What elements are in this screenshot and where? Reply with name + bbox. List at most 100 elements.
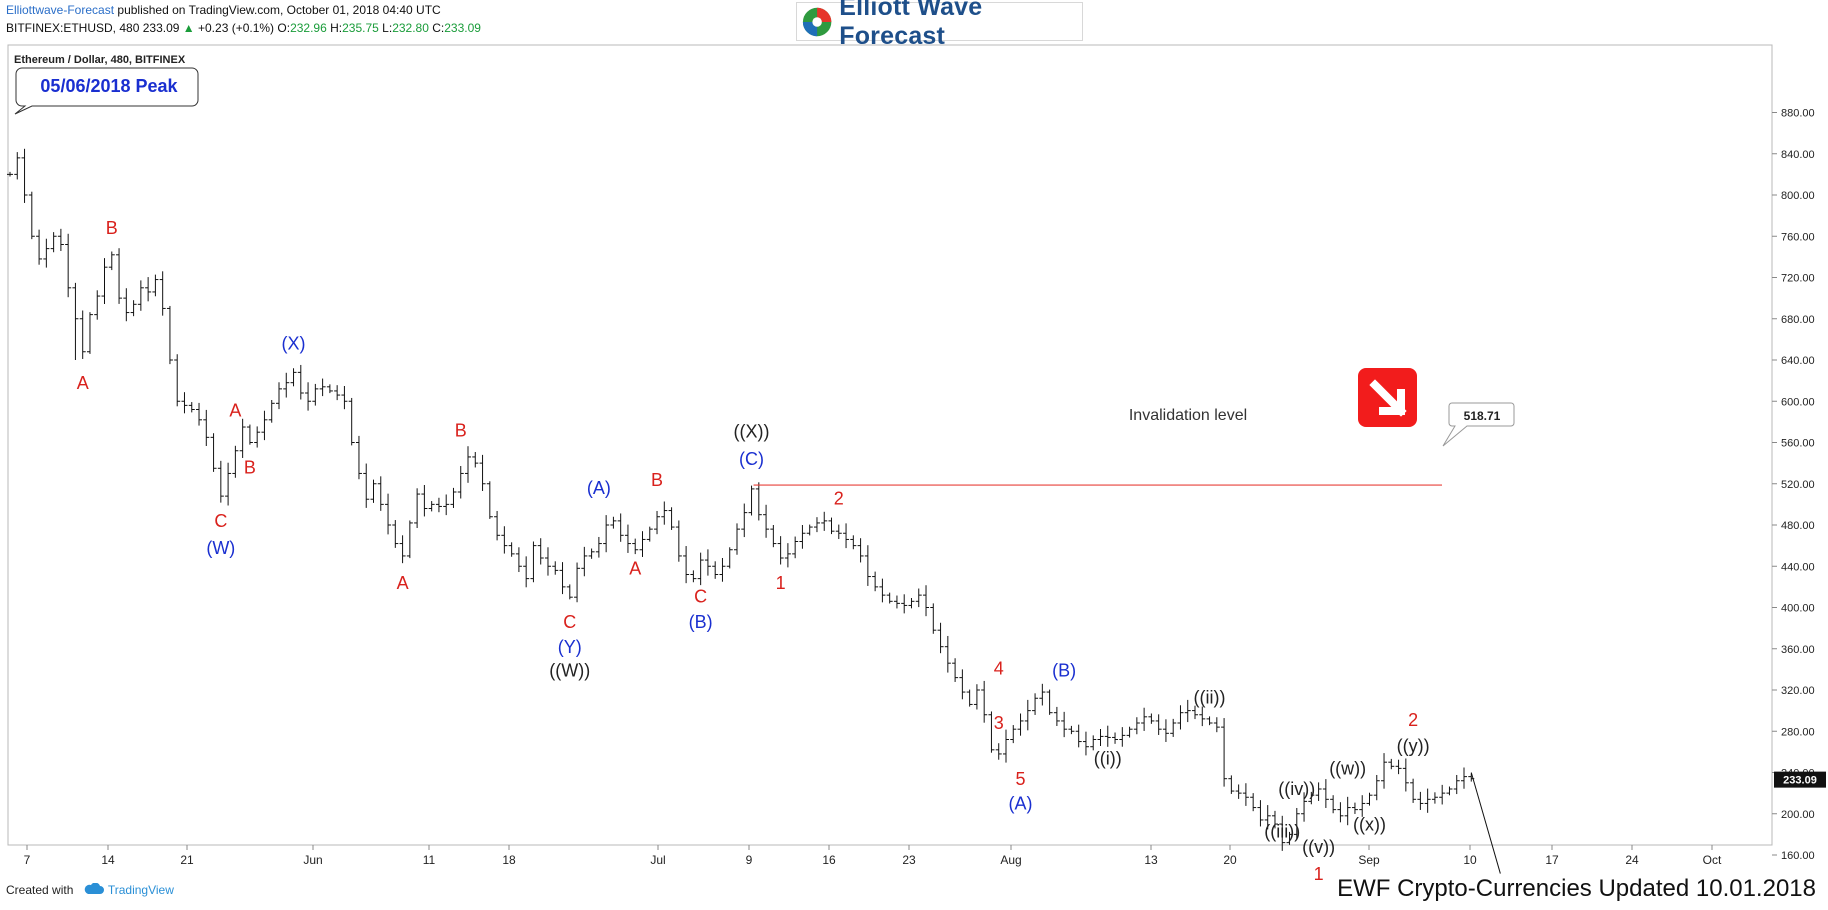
y-tick-label: 560.00 (1781, 438, 1815, 450)
y-tick-label: 280.00 (1781, 726, 1815, 738)
y-tick-label: 720.00 (1781, 273, 1815, 285)
ohlc-bar (435, 497, 442, 513)
ohlc-bar (1424, 788, 1431, 813)
chart-title: Ethereum / Dollar, 480, BITFINEX (14, 54, 186, 66)
low-value: 232.80 (392, 21, 429, 35)
ohlc-bar (50, 232, 57, 253)
ohlc-bar (414, 488, 421, 528)
ohlc-bars (7, 148, 1501, 874)
wave-label: B (651, 470, 663, 490)
y-tick-label: 880.00 (1781, 108, 1815, 120)
ohlc-bar (36, 229, 43, 265)
x-tick-label: Sep (1358, 853, 1380, 867)
ohlc-bar (1090, 735, 1097, 751)
ohlc-bar (1410, 778, 1417, 803)
plot-frame (7, 44, 1773, 846)
ohlc-bar (14, 152, 21, 180)
ohlc-bar (603, 515, 610, 553)
ohlc-bar (72, 282, 79, 360)
wave-label: (C) (739, 449, 764, 469)
ohlc-bar (1097, 728, 1104, 746)
wave-label: A (629, 559, 641, 579)
ohlc-bar (508, 542, 515, 557)
ohlc-bar (835, 524, 842, 540)
wave-label: ((x)) (1353, 814, 1386, 834)
ohlc-bar (1337, 802, 1344, 823)
cloud-icon (84, 882, 104, 894)
y-tick-label: 800.00 (1781, 190, 1815, 202)
x-tick-label: Jul (650, 853, 665, 867)
ohlc-bar (748, 485, 755, 516)
ohlc-bar (1002, 729, 1009, 763)
ohlc-bar (1271, 810, 1278, 829)
ohlc-bar (712, 561, 719, 579)
x-tick-label: 13 (1144, 853, 1158, 867)
x-tick-label: 24 (1625, 853, 1639, 867)
wave-label: ((X)) (734, 421, 770, 441)
ohlc-bar (675, 520, 682, 562)
ohlc-bar (1228, 775, 1235, 794)
last-price-tag-label: 233.09 (1783, 775, 1817, 787)
ohlc-bar (559, 562, 566, 595)
invalidation-group: Invalidation level 518.71 (753, 402, 1515, 486)
ohlc-bar (668, 507, 675, 530)
ohlc-bar (319, 378, 326, 397)
ohlc-bar (7, 171, 13, 177)
wave-label: ((w)) (1329, 759, 1366, 779)
projection-line (1470, 772, 1501, 874)
ohlc-bar (312, 383, 319, 406)
invalidation-text: Invalidation level (1129, 407, 1247, 424)
tradingview-text[interactable]: TradingView (107, 883, 174, 897)
y-tick-label: 400.00 (1781, 603, 1815, 615)
wave-label: B (244, 457, 256, 477)
ohlc-bar (203, 409, 210, 447)
wave-label: (A) (587, 478, 611, 498)
peak-callout: 05/06/2018 Peak (14, 67, 199, 115)
ohlc-bar (377, 476, 384, 511)
x-tick-label: Jun (303, 853, 322, 867)
update-banner: EWF Crypto-Currencies Updated 10.01.2018 (1337, 875, 1816, 902)
ohlc-bar (159, 271, 166, 316)
wave-label: 1 (1314, 864, 1324, 884)
ohlc-bar (1133, 717, 1140, 735)
ohlc-bar (915, 588, 922, 608)
open-label: O: (277, 21, 291, 35)
ohlc-bar (610, 516, 617, 529)
ohlc-bar (130, 300, 137, 317)
ohlc-bar (654, 510, 661, 535)
ohlc-bar (217, 460, 224, 503)
publisher-link[interactable]: Elliottwave-Forecast (6, 3, 115, 17)
ohlc-bar (268, 400, 275, 423)
ohlc-bar (632, 538, 639, 555)
y-tick-label: 760.00 (1781, 231, 1815, 243)
wave-label: 3 (994, 713, 1004, 733)
ohlc-bar (1024, 699, 1031, 731)
down-arrow-badge (1358, 368, 1417, 427)
wave-label: A (77, 373, 89, 393)
y-tick-label: 600.00 (1781, 396, 1815, 408)
ohlc-bar (1053, 706, 1060, 726)
ohlc-bar (872, 571, 879, 592)
wave-label: (B) (689, 612, 713, 632)
ohlc-bar (530, 541, 537, 583)
close-label: C: (432, 21, 445, 35)
ohlc-bar (305, 382, 312, 411)
ohlc-bar (799, 525, 806, 549)
ohlc-bar (1293, 807, 1300, 840)
invalidation-callout-box (1442, 402, 1515, 447)
ohlc-bar (995, 743, 1002, 760)
x-tick-label: Aug (1000, 853, 1021, 867)
wave-label: (A) (1009, 794, 1033, 814)
ohlc-bar (704, 549, 711, 576)
ohlc-bar (1082, 731, 1089, 756)
ohlc-bar (864, 545, 871, 586)
ohlc-bar (297, 364, 304, 400)
ohlc-bar (930, 603, 937, 634)
ohlc-bar (341, 385, 348, 410)
tradingview-link[interactable]: TradingView (83, 882, 174, 897)
ohlc-bar (952, 658, 959, 682)
ohlc-bar (1119, 727, 1126, 747)
y-tick-label: 320.00 (1781, 685, 1815, 697)
ohlc-bar (385, 493, 392, 535)
